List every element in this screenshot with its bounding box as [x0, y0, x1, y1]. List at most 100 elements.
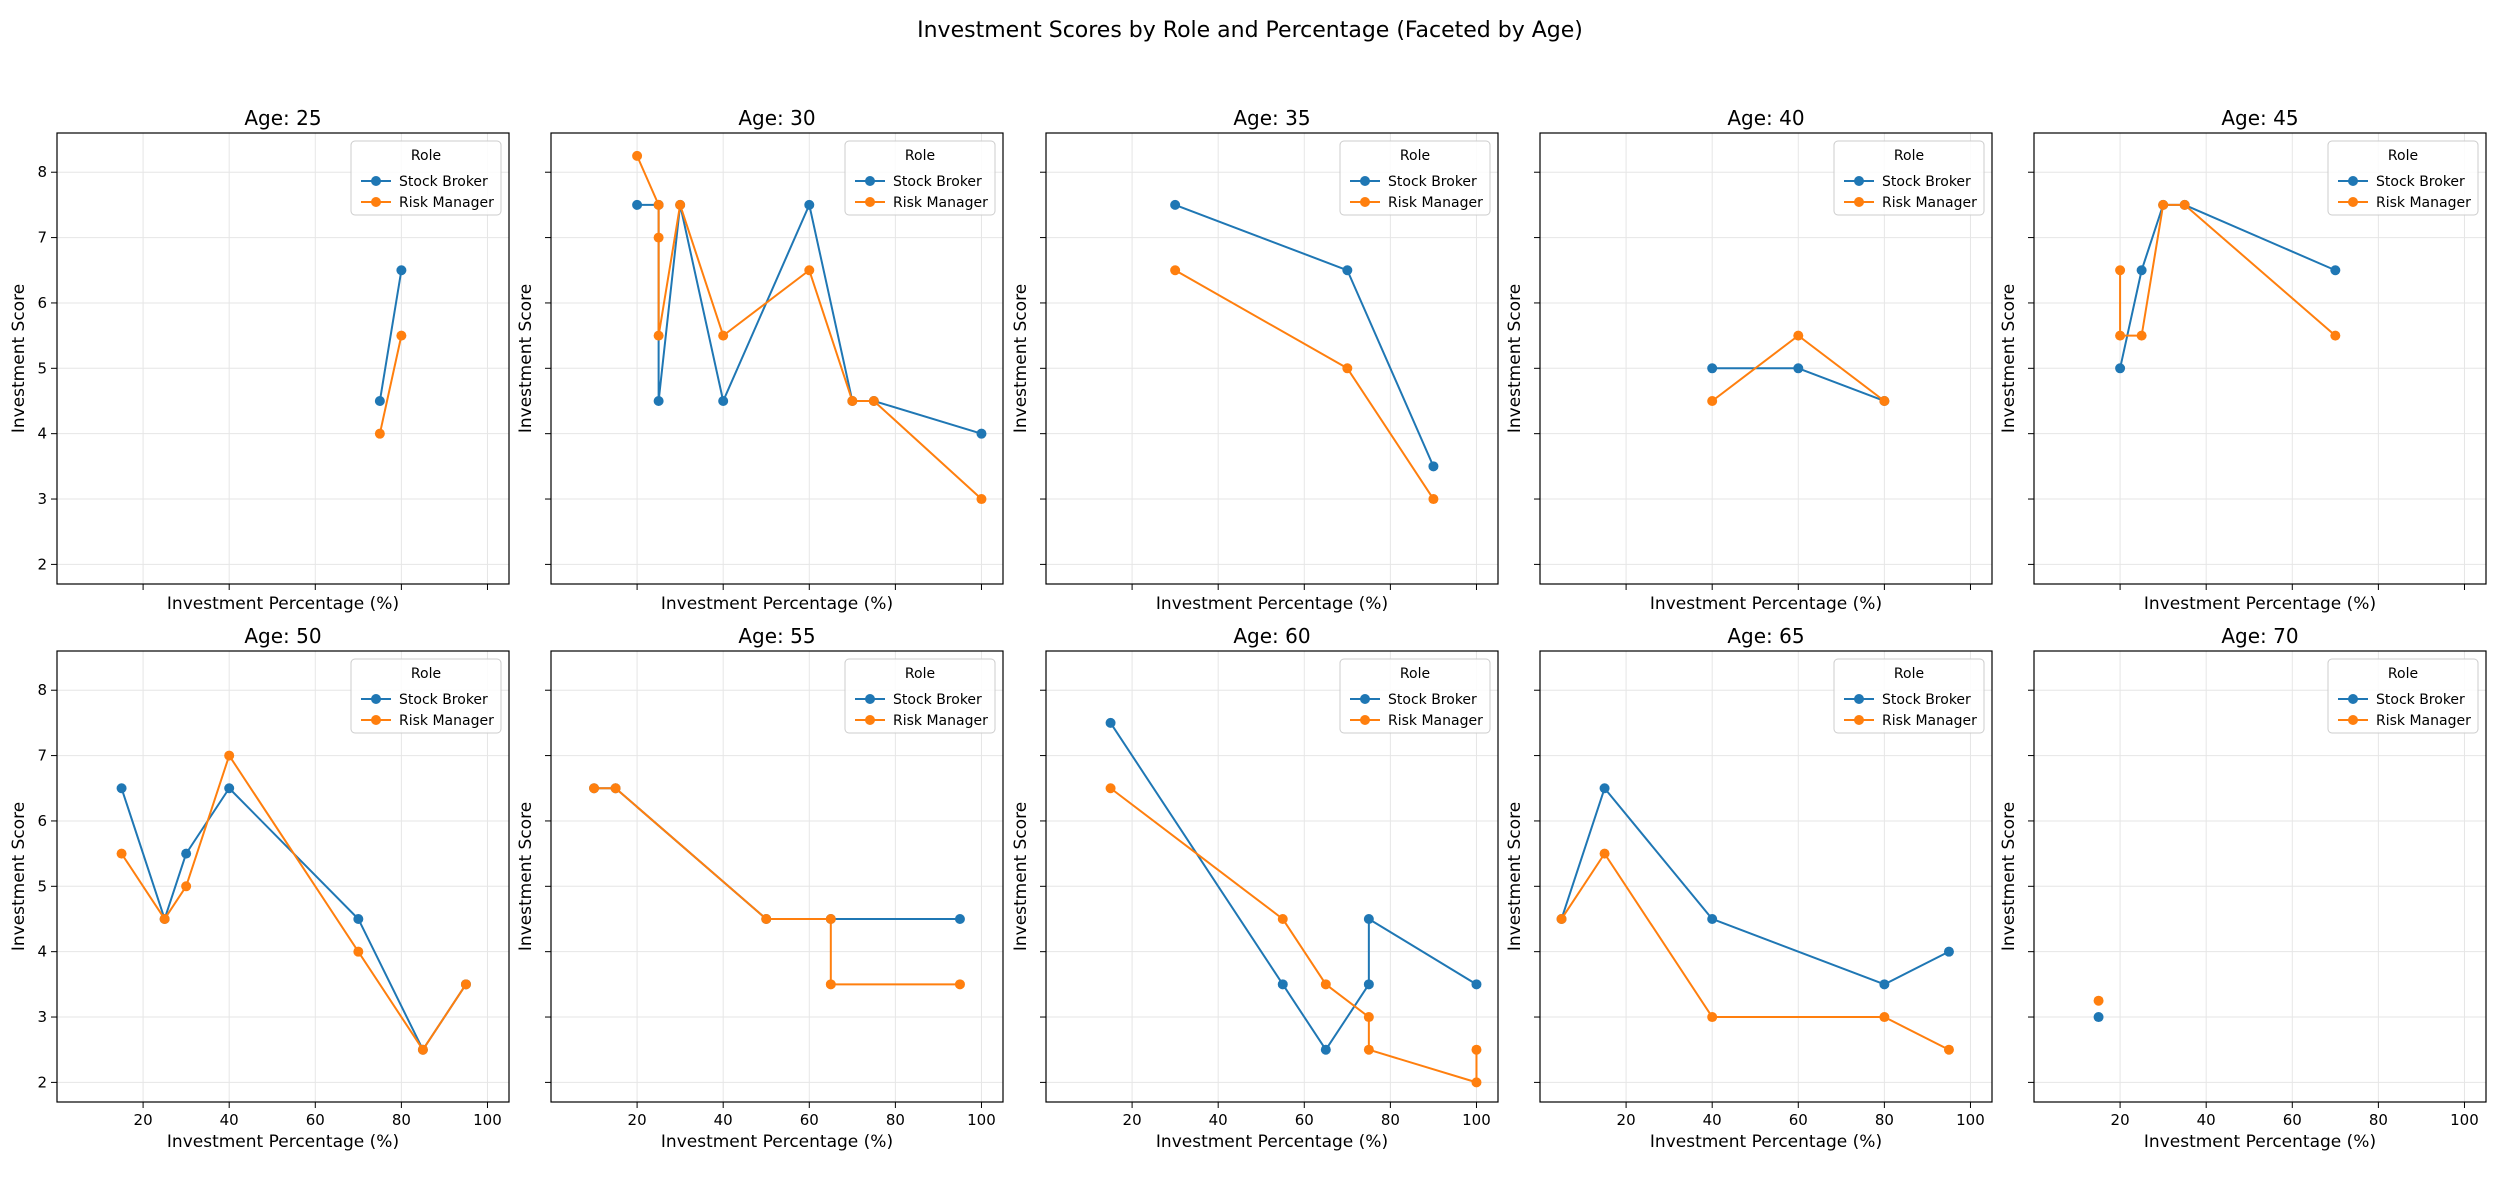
- data-point: [2115, 265, 2126, 276]
- data-point: [954, 979, 965, 990]
- facet-panel-8: 20 40 60 80 100 Investment Percentage (%) Inve…: [1011, 624, 1499, 1152]
- legend-swatch-marker: [371, 694, 381, 704]
- x-tick-label: 60: [1789, 1111, 1808, 1129]
- plot-frame: [550, 132, 1004, 585]
- y-tick-label: 8: [37, 681, 47, 699]
- legend-swatch-marker: [2348, 176, 2358, 186]
- x-axis-label: Investment Percentage (%): [661, 594, 893, 614]
- facet-panel-9: 20 40 60 80 100 Investment Percentage (%) Inve…: [1505, 624, 1993, 1152]
- legend: Role Stock Broker Risk Manager: [350, 140, 502, 216]
- legend-entry-label: Risk Manager: [1388, 195, 1483, 211]
- x-tick-label: 80: [886, 1111, 905, 1129]
- data-point: [116, 783, 127, 794]
- y-tick-label: 5: [37, 359, 47, 377]
- data-point: [1105, 783, 1116, 794]
- legend-entry-label: Risk Manager: [1388, 713, 1483, 729]
- y-tick-label: 2: [37, 1073, 47, 1091]
- data-point: [353, 946, 364, 957]
- data-point: [2330, 265, 2341, 276]
- data-point: [1556, 913, 1567, 924]
- x-tick-label: 80: [1875, 1111, 1894, 1129]
- legend: Role Stock Broker Risk Manager: [1339, 140, 1491, 216]
- data-point: [1105, 717, 1116, 728]
- legend-swatch-marker: [865, 197, 875, 207]
- y-axis-label: Investment Score: [516, 284, 536, 433]
- x-tick-label: 60: [2283, 1111, 2302, 1129]
- data-point: [116, 848, 127, 859]
- data-point: [653, 395, 664, 406]
- legend: Role Stock Broker Risk Manager: [350, 658, 502, 734]
- legend: Role Stock Broker Risk Manager: [844, 140, 996, 216]
- x-axis-label: Investment Percentage (%): [2144, 594, 2376, 614]
- facet-panel-2: Investment Percentage (%) Investment Scor…: [516, 106, 1004, 614]
- data-point: [1879, 979, 1890, 990]
- x-tick-label: 60: [1295, 1111, 1314, 1129]
- legend-entry-label: Risk Manager: [1882, 195, 1977, 211]
- series-line: [594, 787, 960, 920]
- x-axis-label: Investment Percentage (%): [1156, 594, 1388, 614]
- x-tick-label: 20: [1617, 1111, 1636, 1129]
- panel-title: Age: 55: [738, 624, 815, 648]
- data-point: [632, 150, 643, 161]
- legend-swatch-marker: [1854, 715, 1864, 725]
- legend-entry-label: Stock Broker: [1882, 174, 1971, 190]
- y-axis-label: Investment Score: [1999, 802, 2019, 951]
- data-point: [1428, 461, 1439, 472]
- x-tick-label: 80: [1381, 1111, 1400, 1129]
- y-axis-label: Investment Score: [9, 802, 29, 951]
- data-point: [589, 783, 600, 794]
- series-line: [2119, 203, 2336, 369]
- legend-entry-label: Risk Manager: [1882, 713, 1977, 729]
- panel-title: Age: 35: [1233, 106, 1310, 130]
- data-point: [2158, 199, 2169, 210]
- legend-box: [2327, 140, 2479, 216]
- data-point: [1943, 946, 1954, 957]
- legend-entry-label: Risk Manager: [399, 713, 494, 729]
- data-point: [2115, 363, 2126, 374]
- data-point: [1170, 265, 1181, 276]
- series-line: [1109, 722, 1477, 1051]
- data-point: [653, 232, 664, 243]
- panel-title: Age: 45: [2221, 106, 2298, 130]
- legend-title: Role: [1400, 666, 1430, 682]
- legend-swatch-marker: [865, 694, 875, 704]
- panel-title: Age: 65: [1727, 624, 1804, 648]
- legend-entry-label: Risk Manager: [399, 195, 494, 211]
- data-point: [718, 395, 729, 406]
- legend-entry-label: Risk Manager: [893, 713, 988, 729]
- legend-box: [1339, 140, 1491, 216]
- data-point: [1793, 330, 1804, 341]
- data-point: [2330, 330, 2341, 341]
- data-point: [374, 428, 385, 439]
- x-axis-label: Investment Percentage (%): [661, 1132, 893, 1152]
- facet-panel-3: Investment Percentage (%) Investment Scor…: [1011, 106, 1499, 614]
- legend-swatch-marker: [1854, 176, 1864, 186]
- legend-entry-label: Stock Broker: [893, 174, 982, 190]
- x-tick-label: 40: [1703, 1111, 1722, 1129]
- data-point: [804, 265, 815, 276]
- legend-box: [844, 140, 996, 216]
- legend-entry-label: Stock Broker: [1388, 174, 1477, 190]
- plot-frame: [56, 132, 510, 585]
- data-point: [761, 913, 772, 924]
- x-axis-label: Investment Percentage (%): [167, 1132, 399, 1152]
- plot-frame: [2033, 132, 2487, 585]
- y-axis-label: Investment Score: [1999, 284, 2019, 433]
- legend-swatch-marker: [865, 715, 875, 725]
- data-point: [976, 494, 987, 505]
- data-point: [1707, 395, 1718, 406]
- panel-title: Age: 50: [244, 624, 321, 648]
- legend-title: Role: [411, 666, 441, 682]
- legend-box: [350, 140, 502, 216]
- data-point: [353, 913, 364, 924]
- legend-title: Role: [1894, 148, 1924, 164]
- data-point: [1170, 199, 1181, 210]
- legend-swatch-marker: [2348, 197, 2358, 207]
- legend-title: Role: [905, 666, 935, 682]
- data-point: [1599, 848, 1610, 859]
- series-line: [1109, 787, 1478, 1084]
- legend-title: Role: [411, 148, 441, 164]
- data-point: [1277, 913, 1288, 924]
- data-point: [224, 750, 235, 761]
- series-line: [636, 155, 983, 500]
